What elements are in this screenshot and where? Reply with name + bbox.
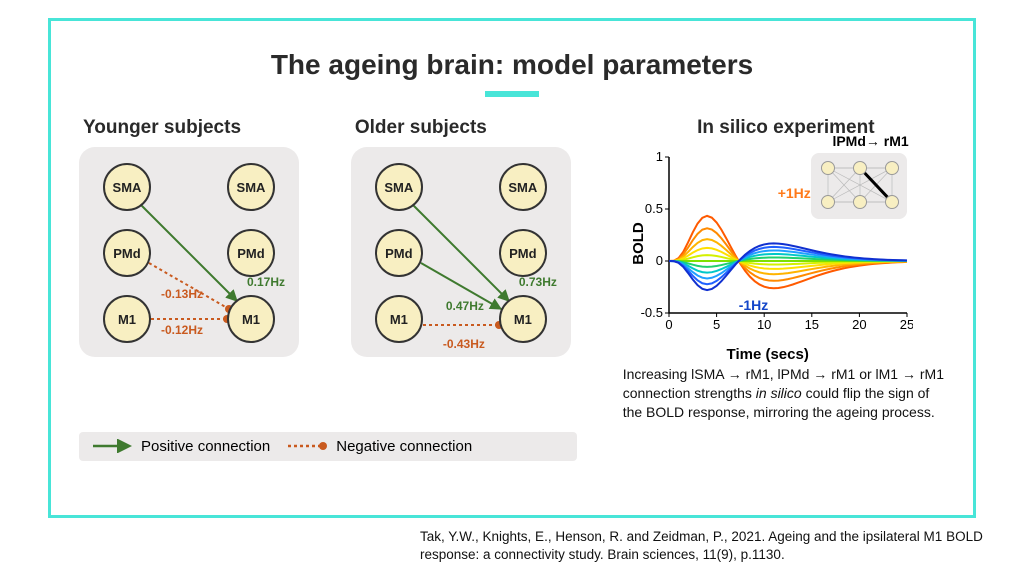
anno-pos: +1Hz	[778, 185, 811, 201]
node-sma-l: SMA	[375, 163, 423, 211]
node-m1-r: M1	[499, 295, 547, 343]
svg-text:25: 25	[899, 317, 912, 332]
arrow-neg-icon	[286, 439, 328, 453]
edge-label: -0.13Hz	[161, 287, 203, 301]
legend-pos: Positive connection	[91, 438, 270, 455]
slide-frame: The ageing brain: model parameters Young…	[48, 18, 976, 518]
younger-title: Younger subjects	[79, 117, 337, 139]
arrow-pos-icon	[91, 439, 133, 453]
bold-chart: -0.500.510510152025BOLDTime (secs)+1Hz-1…	[623, 147, 913, 357]
svg-text:1: 1	[655, 149, 662, 164]
edge-label: 0.17Hz	[247, 275, 285, 289]
node-sma-r: SMA	[227, 163, 275, 211]
legend-pos-label: Positive connection	[141, 438, 270, 455]
desc-b: in silico	[756, 385, 802, 401]
edge-label: -0.12Hz	[161, 323, 203, 337]
legend: Positive connection Negative connection	[79, 432, 577, 461]
page-title: The ageing brain: model parameters	[51, 49, 973, 81]
svg-text:20: 20	[852, 317, 866, 332]
older-title: Older subjects	[351, 117, 609, 139]
node-pmd-r: PMd	[227, 229, 275, 277]
svg-text:0: 0	[655, 253, 662, 268]
anno-neg: -1Hz	[739, 297, 769, 313]
svg-text:0.5: 0.5	[645, 201, 663, 216]
edge-label: 0.47Hz	[446, 299, 484, 313]
edge-label: -0.43Hz	[443, 337, 485, 351]
col-older: Older subjects SMA SMA PMd PMd M1 M1 0.73Hz 0.4…	[351, 117, 609, 422]
node-pmd-r: PMd	[499, 229, 547, 277]
legend-neg-label: Negative connection	[336, 438, 472, 455]
node-m1-l: M1	[375, 295, 423, 343]
node-sma-l: SMA	[103, 163, 151, 211]
svg-text:15: 15	[804, 317, 818, 332]
title-underline	[485, 91, 539, 97]
svg-text:10: 10	[757, 317, 771, 332]
younger-network: SMA SMA PMd PMd M1 M1 0.17Hz -0.13Hz -0.12Hz	[79, 147, 299, 357]
chart-inset	[811, 153, 907, 219]
svg-text:5: 5	[713, 317, 720, 332]
xlabel: Time (secs)	[727, 346, 809, 363]
node-m1-r: M1	[227, 295, 275, 343]
col-younger: Younger subjects SMA SMA PMd PMd M1 M1 0.17Hz -…	[79, 117, 337, 422]
node-pmd-l: PMd	[103, 229, 151, 277]
columns: Younger subjects SMA SMA PMd PMd M1 M1 0.17Hz -…	[51, 117, 973, 422]
citation: Tak, Y.W., Knights, E., Henson, R. and Z…	[420, 528, 1000, 563]
inset-label: lPMd→ rM1	[832, 133, 908, 149]
silico-desc: Increasing lSMA → rM1, lPMd → rM1 or lM1…	[623, 365, 945, 422]
col-silico: In silico experiment -0.500.510510152025…	[623, 117, 945, 422]
svg-text:-0.5: -0.5	[640, 305, 662, 320]
svg-text:0: 0	[665, 317, 672, 332]
older-network: SMA SMA PMd PMd M1 M1 0.73Hz 0.47Hz -0.43Hz	[351, 147, 571, 357]
node-m1-l: M1	[103, 295, 151, 343]
ylabel: BOLD	[629, 222, 646, 265]
node-sma-r: SMA	[499, 163, 547, 211]
edge-label: 0.73Hz	[519, 275, 557, 289]
legend-neg: Negative connection	[286, 438, 472, 455]
node-pmd-l: PMd	[375, 229, 423, 277]
